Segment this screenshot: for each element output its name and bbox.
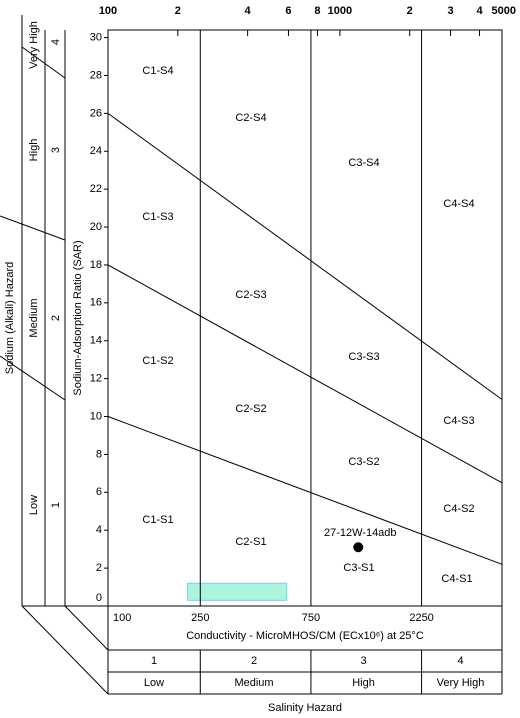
- region-label: C4-S2: [443, 503, 474, 515]
- region-label: C4-S1: [441, 573, 472, 585]
- y-tick-label: 12: [90, 373, 102, 385]
- sodium-class: 4: [50, 39, 62, 45]
- region-label: C2-S1: [235, 536, 266, 548]
- sodium-label: High: [28, 139, 40, 162]
- salinity-class: 3: [360, 655, 366, 667]
- x-tick-label: 100: [99, 5, 117, 17]
- sodium-label: Low: [28, 495, 40, 515]
- point: [353, 542, 364, 553]
- x-tick-label: 8: [314, 5, 320, 17]
- y-tick-label: 18: [90, 259, 102, 271]
- sodium-class: 1: [50, 502, 62, 508]
- highlight-range: [186, 582, 288, 601]
- plot-frame: [107, 29, 503, 607]
- x-tick-label: 2: [407, 5, 413, 17]
- salinity-class: 2: [251, 655, 257, 667]
- point-label: 27-12W-14adb: [324, 527, 397, 539]
- sodium-label: Medium: [28, 298, 40, 337]
- y-tick-label: 4: [96, 524, 102, 536]
- y-axis-label: Sodium-Adsorption Ratio (SAR): [72, 240, 84, 395]
- salinity-label: Very High: [437, 677, 485, 689]
- sodium-title: Sodium (Alkali) Hazard: [4, 262, 16, 374]
- region-label: C2-S2: [235, 403, 266, 415]
- region-label: C3-S1: [343, 562, 374, 574]
- panel-divider: [0, 355, 66, 401]
- y-tick-label: 8: [96, 448, 102, 460]
- hazard-line: [107, 112, 503, 400]
- x-tick-label: 2: [175, 5, 181, 17]
- bottom-tick-label: 100: [113, 612, 131, 624]
- sodium-class: 2: [50, 315, 62, 321]
- salinity-label: High: [352, 677, 375, 689]
- region-label: C2-S3: [235, 289, 266, 301]
- x-tick-label: 4: [245, 5, 252, 17]
- y-tick-label: 16: [90, 297, 102, 309]
- region-label: C2-S4: [235, 112, 266, 124]
- sodium-class: 3: [50, 147, 62, 153]
- salinity-class: 1: [151, 655, 157, 667]
- y-tick-label: 0: [96, 592, 102, 604]
- region-label: C1-S2: [142, 355, 173, 367]
- y-tick-label: 2: [96, 562, 102, 574]
- y-tick-label: 14: [90, 335, 102, 347]
- hazard-line: [107, 416, 503, 565]
- region-label: C1-S3: [142, 211, 173, 223]
- bottom-tick-label: 2250: [409, 612, 433, 624]
- region-label: C4-S3: [443, 415, 474, 427]
- region-label: C3-S3: [348, 351, 379, 363]
- x-tick-label: 3: [447, 5, 453, 17]
- bottom-tick-label: 250: [191, 612, 209, 624]
- region-label: C3-S2: [348, 456, 379, 468]
- x-tick-label: 1000: [328, 5, 352, 17]
- salinity-title: Salinity Hazard: [268, 702, 342, 714]
- y-tick-label: 28: [90, 69, 102, 81]
- salinity-label: Low: [144, 677, 164, 689]
- region-label: C3-S4: [348, 157, 379, 169]
- bottom-tick-label: 750: [302, 612, 320, 624]
- panel-divider: [21, 605, 109, 695]
- y-tick-label: 6: [96, 486, 102, 498]
- hazard-line: [107, 264, 503, 484]
- y-tick-label: 10: [90, 410, 102, 422]
- y-tick-label: 22: [90, 183, 102, 195]
- salinity-class: 4: [457, 655, 463, 667]
- region-label: C1-S4: [142, 65, 173, 77]
- y-tick-label: 26: [90, 107, 102, 119]
- panel-divider: [64, 605, 109, 651]
- frame: [0, 15, 503, 695]
- region-label: C1-S1: [142, 514, 173, 526]
- y-tick-label: 20: [90, 221, 102, 233]
- y-tick-label: 24: [90, 145, 102, 157]
- x-tick-label: 4: [476, 5, 483, 17]
- x-axis-label: Conductivity - MicroMHOS/CM (ECx10⁶) at …: [186, 630, 424, 642]
- salinity-label: Medium: [234, 677, 273, 689]
- x-tick-label: 6: [285, 5, 291, 17]
- y-tick-label: 30: [90, 31, 102, 43]
- panel-divider: [21, 46, 66, 79]
- x-tick-label: 5000: [492, 5, 516, 17]
- sodium-label: Very High: [28, 21, 40, 69]
- region-label: C4-S4: [443, 198, 474, 210]
- panel-divider: [0, 215, 66, 241]
